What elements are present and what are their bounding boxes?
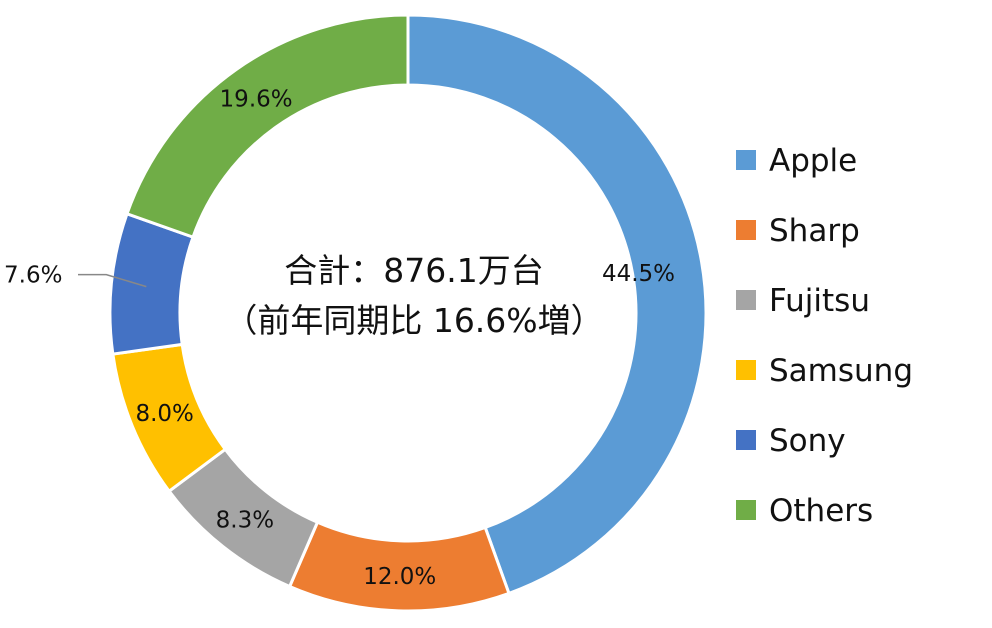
slice-label-apple: 44.5% — [602, 261, 675, 287]
legend-swatch-samsung — [736, 360, 756, 380]
legend-label-sony: Sony — [769, 423, 846, 459]
legend-swatch-fujitsu — [736, 290, 756, 310]
legend-label-sharp: Sharp — [769, 213, 860, 249]
legend-label-fujitsu: Fujitsu — [769, 283, 870, 319]
leader-line-sony — [78, 273, 147, 288]
slice-label-sony: 7.6% — [4, 263, 62, 289]
slice-sony — [108, 211, 195, 356]
slice-labels: 44.5% 12.0% 8.3% 8.0% 7.6% 19.6% — [4, 86, 675, 590]
slice-label-samsung: 8.0% — [135, 401, 193, 427]
legend-label-samsung: Samsung — [769, 353, 913, 389]
legend-label-others: Others — [769, 493, 873, 529]
legend-swatch-apple — [736, 150, 756, 170]
center-total-text: 合計：876.1万台 — [284, 251, 543, 290]
slice-label-fujitsu: 8.3% — [216, 507, 274, 533]
center-growth-text: （前年同期比 16.6%増） — [224, 301, 603, 340]
legend-swatch-others — [736, 500, 756, 520]
legend-swatch-sony — [736, 430, 756, 450]
donut-slices — [108, 13, 708, 613]
slice-label-others: 19.6% — [220, 86, 293, 112]
legend-label-apple: Apple — [769, 143, 857, 179]
slice-apple — [406, 13, 708, 596]
slice-others — [125, 13, 410, 240]
legend-swatch-sharp — [736, 220, 756, 240]
center-text: 合計：876.1万台 （前年同期比 16.6%増） — [224, 251, 603, 340]
legend: Apple Sharp Fujitsu Samsung Sony Others — [736, 143, 913, 529]
slice-label-sharp: 12.0% — [363, 564, 436, 590]
